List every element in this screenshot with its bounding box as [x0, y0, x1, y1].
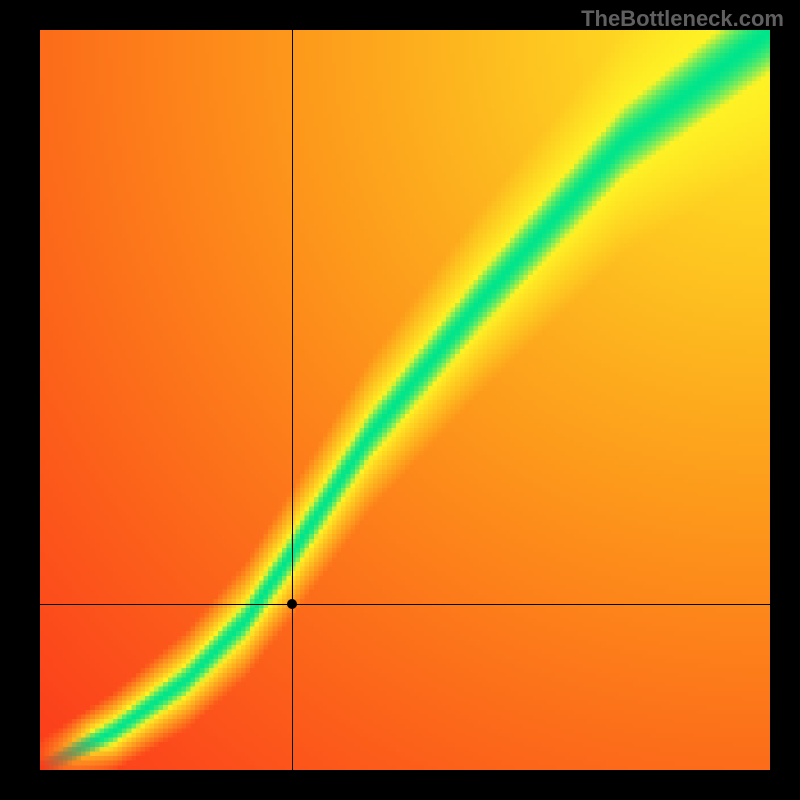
crosshair-vertical — [292, 30, 293, 770]
heatmap-plot — [40, 30, 770, 770]
watermark-text: TheBottleneck.com — [581, 6, 784, 32]
crosshair-marker — [287, 599, 297, 609]
heatmap-canvas — [40, 30, 770, 770]
crosshair-horizontal — [40, 604, 770, 605]
